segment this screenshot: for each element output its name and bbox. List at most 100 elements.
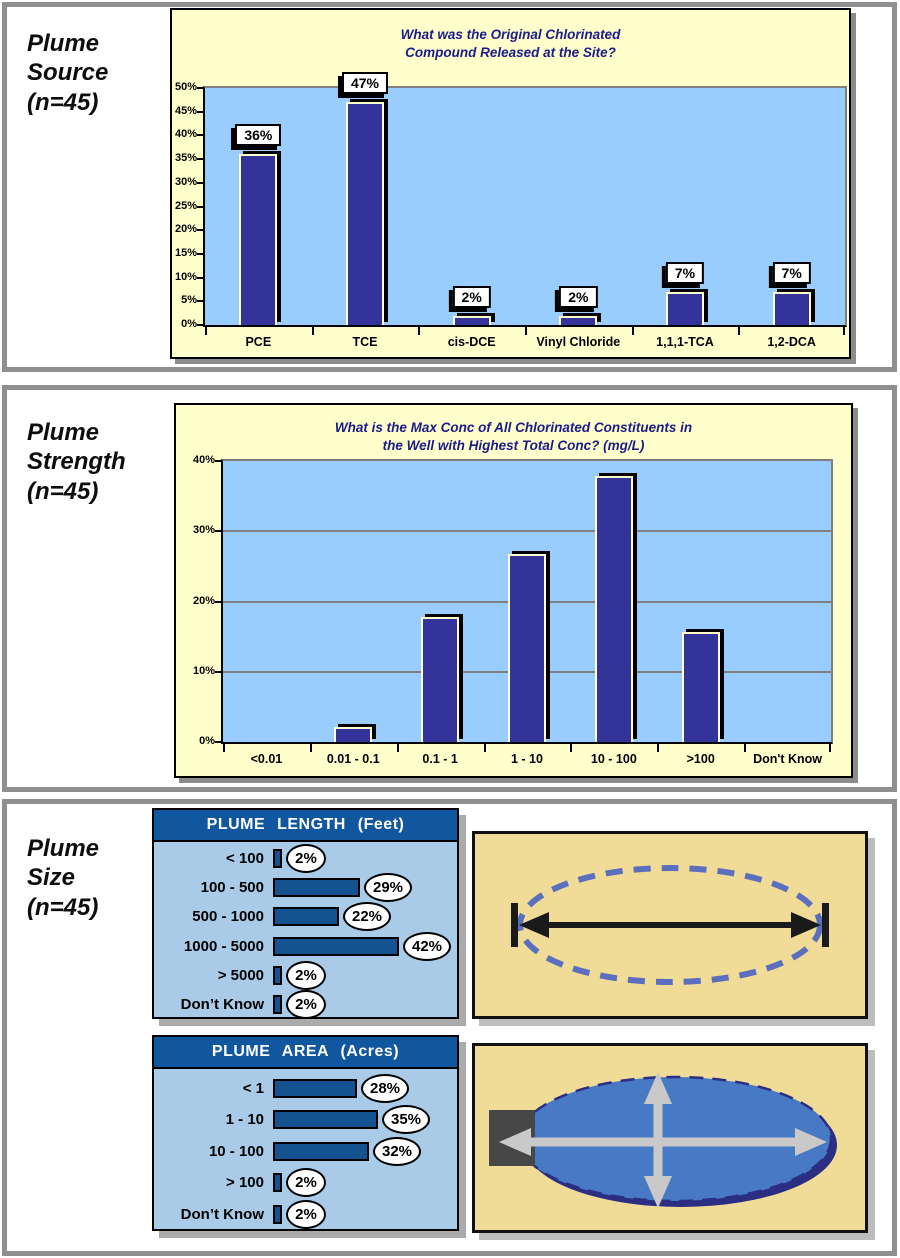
bar	[273, 1173, 282, 1192]
plume-area-rows: < 1 28% 1 - 10 35% 10 - 100 32% > 100 2% Don’t K…	[154, 1069, 457, 1235]
bar	[273, 1110, 378, 1129]
x-tick-mark	[484, 744, 486, 752]
chart-row: 10 - 100 32%	[154, 1136, 457, 1166]
bar	[508, 554, 546, 742]
y-tick-mark	[197, 229, 203, 232]
x-tick-mark	[843, 327, 845, 335]
category-label: cis-DCE	[447, 335, 496, 349]
x-tick-mark	[570, 744, 572, 752]
plume-area-diagram-svg	[489, 1072, 837, 1208]
chart-title: What was the Original Chlorinated Compou…	[172, 26, 849, 62]
y-axis-label: 40%	[174, 128, 197, 141]
data-label: 2%	[452, 286, 491, 308]
bar	[273, 965, 282, 985]
bar	[559, 316, 598, 325]
x-tick-mark	[657, 744, 659, 752]
bar	[772, 292, 811, 325]
plume-length-rows: < 100 2% 100 - 500 29% 500 - 1000 22% 1000 - 5…	[154, 842, 457, 1023]
y-axis-label: 5%	[181, 294, 197, 307]
y-axis-label: 40%	[192, 454, 215, 466]
area-arrowhead-top	[644, 1072, 672, 1104]
value-badge: 2%	[286, 960, 326, 990]
y-tick-mark	[197, 324, 203, 326]
heading-line: Size	[27, 864, 76, 892]
bar	[273, 936, 399, 956]
chart-title-line: Compound Released at the Site?	[405, 45, 616, 61]
y-tick-mark	[197, 181, 203, 184]
chart-row: < 1 28%	[154, 1073, 457, 1103]
category-label: 10 - 100	[590, 752, 637, 766]
bar	[273, 1141, 369, 1161]
value-badge: 2%	[286, 1168, 326, 1197]
heading-line: Strength	[27, 448, 126, 476]
chart-row: 1 - 10 35%	[154, 1105, 457, 1134]
plume-length-header: PLUME LENGTH (Feet)	[154, 810, 457, 842]
chart-title-line: the Well with Highest Total Conc? (mg/L)	[382, 438, 645, 454]
chart-plume-area: PLUME AREA (Acres) < 1 28% 1 - 10 35% 10 - 1…	[152, 1035, 459, 1231]
x-tick-mark	[223, 744, 225, 752]
category-label: 1,2-DCA	[767, 335, 816, 349]
data-label: 7%	[665, 262, 705, 284]
y-axis-label: 30%	[192, 524, 215, 537]
bar	[273, 1204, 282, 1224]
plume-length-illustration	[472, 831, 868, 1019]
bar	[239, 154, 278, 325]
x-tick-mark	[205, 327, 207, 335]
panel-heading-plume-strength: Plume Strength (n=45)	[27, 418, 126, 506]
bar	[273, 878, 360, 898]
category-label: <0.01	[250, 752, 283, 766]
chart-title: What is the Max Conc of All Chlorinated …	[176, 419, 851, 455]
plot-area: 0% 5% 10% 15% 20% 25% 30% 35% 40% 45% 50% PCE 36% TCE…	[175, 72, 847, 349]
value-badge: 2%	[286, 989, 326, 1019]
plume-area-illustration	[472, 1043, 868, 1233]
row-label: 500 - 1000	[192, 908, 264, 926]
row-label: 1000 - 5000	[183, 937, 264, 955]
chart-row: < 100 2%	[154, 844, 457, 874]
row-label: < 100	[226, 850, 264, 868]
heading-line: Plume	[27, 419, 100, 446]
x-tick-mark	[418, 327, 420, 335]
chart-title-line: What is the Max Conc of All Chlorinated …	[334, 420, 693, 435]
y-tick-mark	[215, 530, 221, 533]
area-arrowhead-bottom	[644, 1176, 672, 1208]
y-axis-label: 10%	[192, 664, 215, 677]
heading-line: Plume	[27, 30, 100, 57]
chart-row: Don’t Know 2%	[154, 1199, 457, 1229]
heading-line: Source	[27, 59, 109, 87]
length-arrowhead-right	[791, 912, 821, 938]
heading-line: (n=45)	[27, 88, 99, 116]
y-tick-mark	[215, 600, 221, 603]
y-axis-label: 20%	[174, 223, 197, 236]
x-tick-mark	[829, 744, 831, 752]
y-tick-mark	[215, 670, 221, 673]
y-axis-label: 15%	[174, 246, 197, 259]
gridline	[223, 530, 831, 533]
y-axis-label: 30%	[174, 175, 197, 188]
bar	[666, 292, 704, 325]
plot-area: 0% 10% 20% 30% 40% <0.01 0.01 - 0.1 0.1 - 1 1 - …	[193, 454, 833, 766]
length-end-bar-left	[511, 903, 518, 947]
y-axis-label: 50%	[174, 81, 197, 93]
category-label: Vinyl Chloride	[536, 335, 621, 349]
y-tick-mark	[197, 158, 203, 161]
y-axis-label: 45%	[174, 104, 197, 117]
panel-heading-plume-source: Plume Source (n=45)	[27, 29, 108, 117]
x-tick-mark	[744, 744, 746, 752]
bar	[421, 617, 460, 742]
value-badge: 35%	[382, 1105, 431, 1134]
data-label: 36%	[235, 124, 282, 146]
row-label: < 1	[242, 1079, 264, 1097]
length-arrowhead-left	[519, 912, 549, 938]
y-tick-mark	[215, 460, 221, 462]
value-badge: 42%	[403, 931, 452, 961]
chart-plume-strength: What is the Max Conc of All Chlorinated …	[174, 403, 853, 778]
category-label: 1,1,1-TCA	[656, 335, 714, 349]
y-tick-mark	[197, 205, 203, 208]
panel-plume-source: Plume Source (n=45) What was the Origina…	[2, 2, 897, 372]
chart-plume-source: What was the Original Chlorinated Compou…	[170, 8, 851, 359]
value-badge: 2%	[286, 844, 326, 874]
chart-row: 100 - 500 29%	[154, 873, 457, 903]
bar	[273, 1078, 357, 1098]
x-tick-mark	[632, 327, 634, 335]
